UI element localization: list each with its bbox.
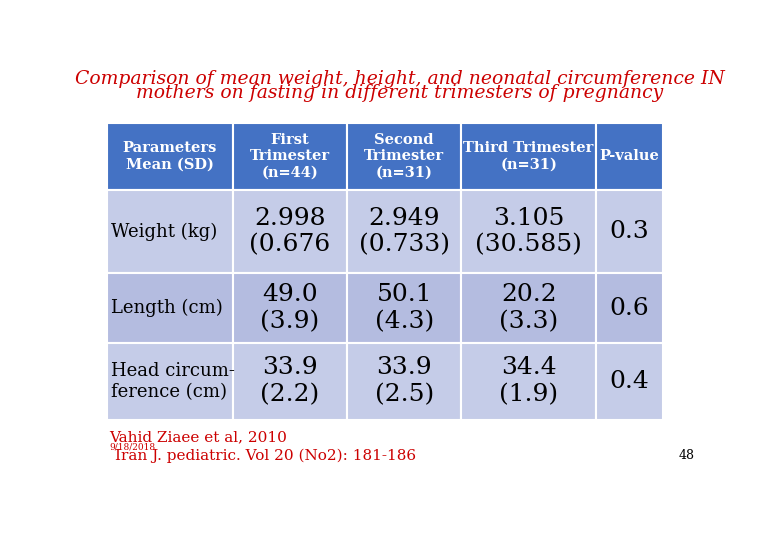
Bar	[107, 343, 232, 420]
Text: mothers on fasting in different trimesters of pregnancy: mothers on fasting in different trimeste…	[136, 84, 663, 102]
Text: 0.3: 0.3	[610, 220, 650, 244]
Text: Weight (kg): Weight (kg)	[112, 223, 218, 241]
Bar	[232, 343, 347, 420]
Text: 2.949
(0.733): 2.949 (0.733)	[359, 207, 449, 256]
Bar	[461, 273, 596, 343]
Bar	[107, 273, 232, 343]
Bar	[461, 190, 596, 273]
Bar	[461, 343, 596, 420]
Text: 50.1
(4.3): 50.1 (4.3)	[374, 284, 434, 333]
Text: 0.4: 0.4	[610, 370, 650, 393]
Text: 49.0
(3.9): 49.0 (3.9)	[261, 284, 320, 333]
Text: First
Trimester
(n=44): First Trimester (n=44)	[250, 133, 330, 180]
Text: P-value: P-value	[600, 150, 660, 164]
Text: Vahid Ziaee et al, 2010: Vahid Ziaee et al, 2010	[109, 430, 287, 444]
Text: Iran J. pediatric. Vol 20 (No2): 181-186: Iran J. pediatric. Vol 20 (No2): 181-186	[115, 449, 416, 463]
Bar	[347, 190, 461, 273]
Bar	[232, 190, 347, 273]
Bar	[232, 123, 347, 190]
Text: Comparison of mean weight, height, and neonatal circumference IN: Comparison of mean weight, height, and n…	[75, 70, 725, 87]
Text: 2.998
(0.676: 2.998 (0.676	[250, 207, 331, 256]
Bar	[347, 343, 461, 420]
Bar	[347, 123, 461, 190]
Bar	[107, 190, 232, 273]
Text: 33.9
(2.2): 33.9 (2.2)	[261, 356, 320, 406]
Bar	[347, 273, 461, 343]
Bar	[596, 190, 664, 273]
Text: Head circum-
ference (cm): Head circum- ference (cm)	[112, 362, 236, 401]
Text: 34.4
(1.9): 34.4 (1.9)	[499, 356, 558, 406]
Text: 20.2
(3.3): 20.2 (3.3)	[499, 284, 558, 333]
Text: 33.9
(2.5): 33.9 (2.5)	[374, 356, 434, 406]
Text: 0.6: 0.6	[610, 296, 650, 320]
Bar	[596, 343, 664, 420]
Bar	[596, 273, 664, 343]
Bar	[232, 273, 347, 343]
Text: Parameters
Mean (SD): Parameters Mean (SD)	[122, 141, 217, 172]
Bar	[107, 123, 232, 190]
Text: Third Trimester
(n=31): Third Trimester (n=31)	[463, 141, 594, 172]
Bar	[461, 123, 596, 190]
Text: Second
Trimester
(n=31): Second Trimester (n=31)	[364, 133, 444, 180]
Text: 48: 48	[679, 449, 694, 462]
Text: 9/18/2018: 9/18/2018	[109, 443, 155, 452]
Bar	[596, 123, 664, 190]
Text: 3.105
(30.585): 3.105 (30.585)	[475, 207, 582, 256]
Text: Length (cm): Length (cm)	[112, 299, 223, 317]
